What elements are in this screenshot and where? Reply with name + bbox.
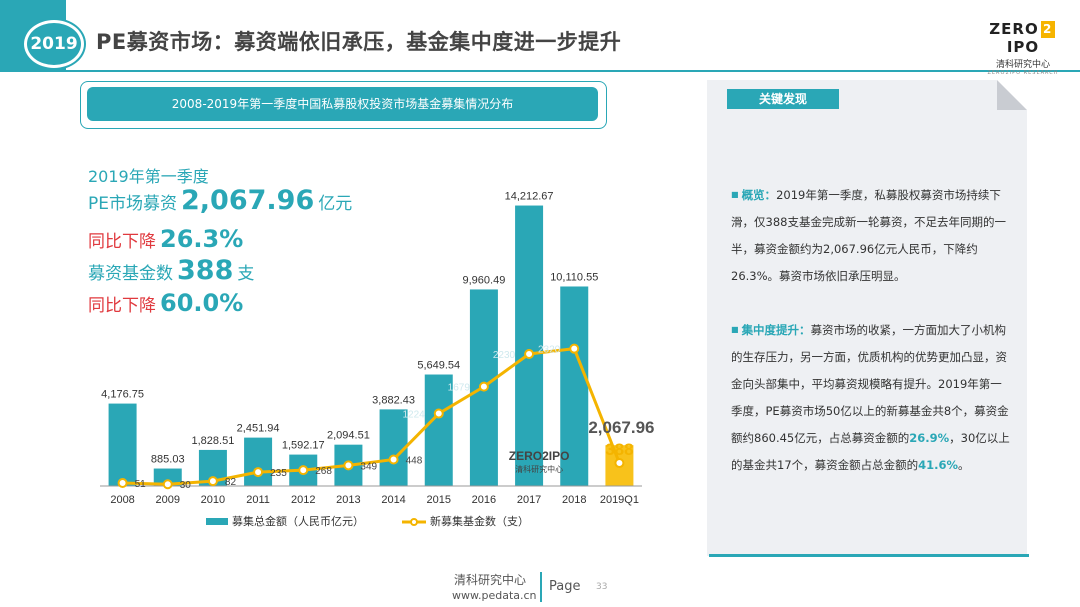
- line-point-2017: [524, 348, 535, 359]
- x-tick-label: 2010: [201, 494, 225, 506]
- line-value-label: 2320: [538, 345, 561, 356]
- bar-2009: [153, 468, 182, 486]
- bar-2018: [560, 286, 589, 486]
- line-value-label: 388: [605, 440, 633, 459]
- fundraising-combo-chart: 2008 2009 2010 2011 2012 2013 2014 2015 2016 2017…: [100, 191, 655, 528]
- line-point-2018: [569, 343, 580, 354]
- line-value-label: 268: [315, 466, 332, 477]
- page-title: PE募资市场：募资端依旧承压，基金集中度进一步提升: [96, 30, 622, 54]
- footer-page-number: 33: [596, 582, 608, 592]
- x-tick-label: 2008: [110, 494, 134, 506]
- bar-value-label: 9,960.49: [463, 274, 506, 286]
- line-point-2016: [478, 381, 489, 392]
- line-point-2014: [388, 454, 399, 465]
- bar-2008: [108, 403, 137, 486]
- summary-amount-value: 2,067.96: [181, 185, 315, 216]
- highlight-value: 26.9%: [909, 431, 950, 445]
- chart-watermark-subtitle: 清科研究中心: [515, 464, 563, 474]
- line-point-2012: [298, 465, 309, 476]
- summary-funds: 募资基金数 388 支: [88, 255, 255, 286]
- summary-amount-change: 同比下降 26.3%: [88, 225, 244, 253]
- bullet-icon: ■: [731, 325, 739, 334]
- line-point-2013: [343, 460, 354, 471]
- bullet-icon: ■: [731, 190, 739, 199]
- legend-marker-line: [410, 518, 418, 526]
- concentration-title: 集中度提升：: [741, 323, 811, 337]
- legend-swatch-bar: [206, 518, 228, 525]
- line-point-2009: [162, 479, 173, 490]
- panel-bottom-rule: [709, 554, 1029, 557]
- concentration-paragraph: ■ 集中度提升：募资市场的收紧，一方面加大了小机构的生存压力，另一方面，优质机构的…: [731, 323, 1010, 472]
- line-value-label: 1679: [448, 383, 471, 394]
- footer-divider: [540, 572, 542, 602]
- header-divider: [66, 70, 1080, 72]
- bar-value-label: 3,882.43: [372, 394, 415, 406]
- bar-2014: [379, 409, 408, 486]
- key-findings-heading: 关键发现: [727, 89, 839, 109]
- line-value-label: 235: [270, 468, 287, 479]
- line-value-label: 51: [135, 479, 147, 490]
- x-tick-label: 2018: [562, 494, 586, 506]
- line-value-label: 1224: [403, 410, 426, 421]
- footer-org: 清科研究中心: [454, 573, 527, 587]
- x-tick-label: 2017: [517, 494, 541, 506]
- bar-value-label: 10,110.55: [550, 271, 598, 283]
- line-point-2015: [433, 408, 444, 419]
- line-point-2019Q1: [614, 458, 625, 469]
- chart-heading-frame: 2008-2019年第一季度中国私募股权投资市场基金募集情况分布: [80, 81, 607, 129]
- line-point-2011: [253, 467, 264, 478]
- bar-2017: [515, 205, 544, 486]
- chart-watermark-logo: ZERO2IPO: [509, 449, 570, 463]
- line-point-2008: [117, 477, 128, 488]
- series-line-fund-count: [122, 347, 621, 486]
- line-value-label: 349: [360, 461, 377, 472]
- overview-paragraph: ■ 概览：2019年第一季度，私募股权募资市场持续下滑，仅388支基金完成新一轮募…: [731, 181, 1011, 290]
- line-value-label: 82: [225, 477, 237, 488]
- legend-label-fund-count: 新募集基金数（支）: [430, 514, 529, 528]
- x-tick-label: 2016: [472, 494, 496, 506]
- overview-text: 2019年第一季度，私募股权募资市场持续下滑，仅388支基金完成新一轮募资，不足…: [731, 188, 1006, 283]
- summary-amount: PE市场募资 2,067.96 亿元: [88, 185, 353, 216]
- bar-2011: [244, 437, 273, 486]
- bar-value-label: 4,176.75: [101, 389, 144, 401]
- summary-period: 2019年第一季度: [88, 167, 209, 186]
- x-tick-label: 2019Q1: [600, 494, 639, 506]
- line-value-label: 30: [180, 480, 192, 491]
- bar-value-label: 2,094.51: [327, 430, 370, 442]
- page-fold-corner: [997, 80, 1027, 110]
- bar-value-label: 5,649.54: [417, 360, 460, 372]
- x-tick-label: 2009: [156, 494, 180, 506]
- line-value-label: 448: [406, 455, 423, 466]
- bar-value-label: 1,592.17: [282, 440, 325, 452]
- line-value-label: 2230: [493, 350, 516, 361]
- bar-value-label: 885.03: [151, 454, 185, 466]
- x-tick-label: 2011: [246, 494, 270, 506]
- bar-value-label: 2,067.96: [588, 418, 654, 437]
- summary-funds-change: 同比下降 60.0%: [88, 289, 244, 317]
- overview-title: 概览：: [741, 188, 777, 202]
- footer-url: www.pedata.cn: [452, 589, 537, 602]
- year-badge: 2019: [24, 20, 84, 68]
- bar-value-label: 1,828.51: [192, 435, 235, 447]
- line-point-2010: [207, 476, 218, 487]
- key-findings-panel: [707, 80, 1027, 556]
- legend-label-amount: 募集总金额（人民币亿元）: [232, 514, 364, 528]
- x-tick-label: 2014: [381, 494, 405, 506]
- x-tick-label: 2013: [336, 494, 360, 506]
- summary-funds-value: 388: [177, 255, 234, 286]
- x-tick-label: 2012: [291, 494, 315, 506]
- highlight-value: 41.6%: [918, 458, 959, 472]
- bar-2015: [424, 374, 453, 486]
- footer-page-label: Page: [549, 579, 581, 594]
- zero2ipo-logo: ZERO 2IPO 清科研究中心 ZERO2IPO RESEARCH: [987, 20, 1059, 76]
- header-bar: 2019 PE募资市场：募资端依旧承压，基金集中度进一步提升 ZERO 2IPO …: [0, 0, 1080, 76]
- chart-heading: 2008-2019年第一季度中国私募股权投资市场基金募集情况分布: [87, 87, 598, 121]
- bar-value-label: 2,451.94: [237, 423, 280, 435]
- x-tick-label: 2015: [427, 494, 451, 506]
- bar-value-label: 14,212.67: [505, 191, 554, 203]
